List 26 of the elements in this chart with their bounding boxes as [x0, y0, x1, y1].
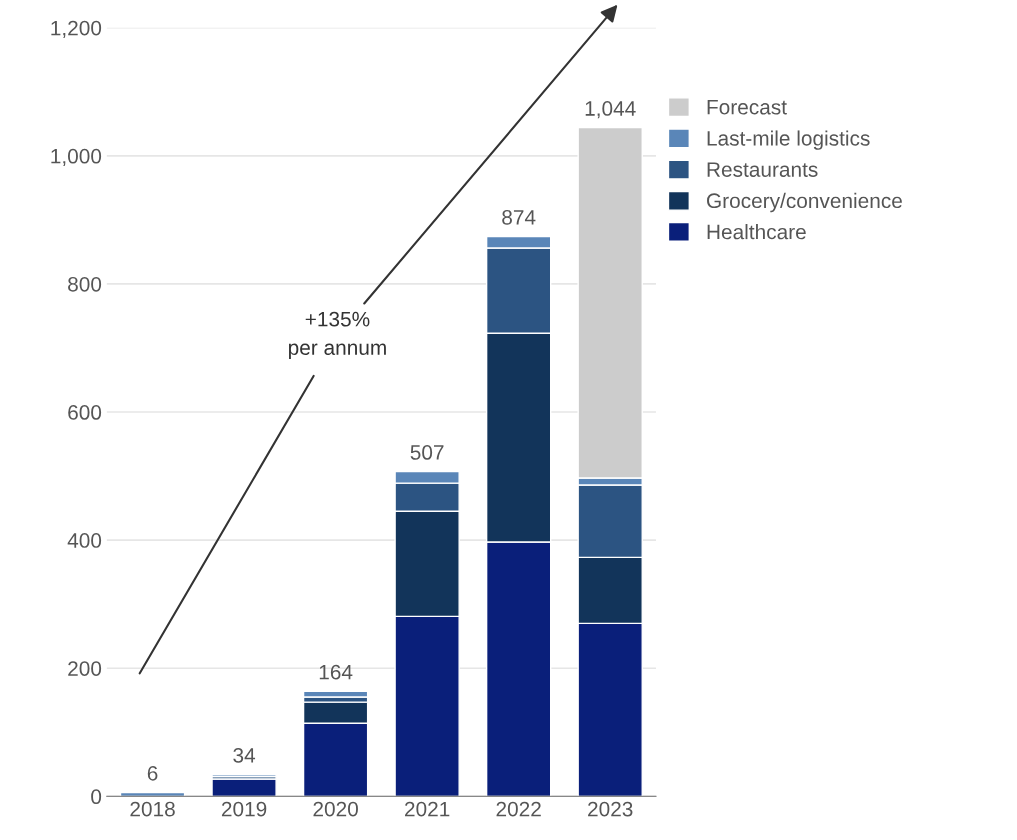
total-label: 507 [410, 445, 444, 460]
total-label: 34 [233, 747, 256, 763]
x-tick-label: 2020 [313, 801, 358, 817]
x-tick-label: 2023 [588, 801, 633, 817]
legend-label: Healthcare [707, 224, 806, 240]
bar [211, 778, 277, 797]
x-tick-label: 2021 [405, 801, 450, 817]
annotation: +135% per annum [288, 311, 386, 360]
y-tick-label: 1,000 [51, 148, 102, 167]
y-tick-label: 800 [68, 276, 102, 292]
x-tick-label: 2019 [221, 801, 267, 817]
y-tick-label: 600 [68, 405, 102, 420]
y-tick-label: 400 [67, 533, 102, 548]
total-label: 164 [319, 664, 353, 680]
legend-label: Last-mile logistics [707, 130, 870, 150]
y-tick-label: 1,200 [51, 20, 102, 38]
legend-label: Restaurants [707, 162, 818, 177]
total-label: 874 [502, 209, 536, 225]
y-tick-label: 200 [68, 661, 102, 676]
x-tick-label: 2018 [130, 801, 175, 817]
x-tick-label: 2022 [496, 801, 541, 817]
legend-label: Grocery/convenience [707, 192, 902, 213]
total-label: 1,044 [585, 101, 636, 119]
legend-label: Forecast [707, 99, 787, 115]
total-label: 6 [147, 765, 158, 781]
y-tick-label: 0 [91, 789, 102, 805]
